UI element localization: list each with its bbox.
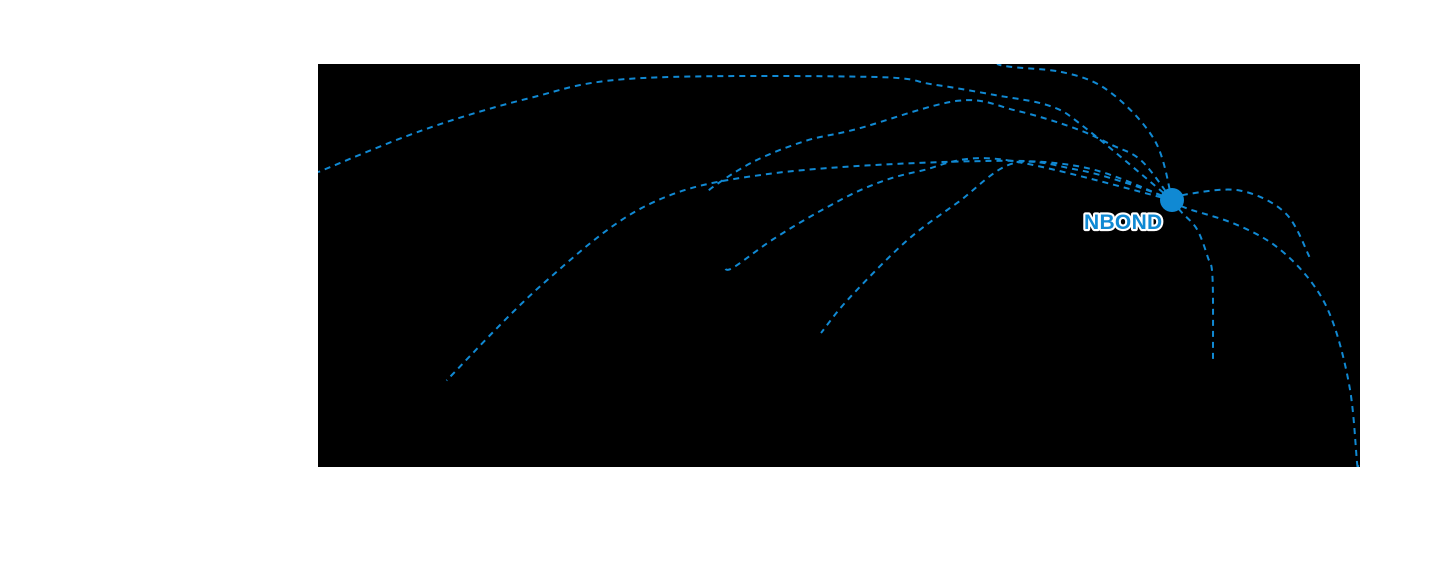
svg-text:NBOND: NBOND <box>1084 211 1163 234</box>
